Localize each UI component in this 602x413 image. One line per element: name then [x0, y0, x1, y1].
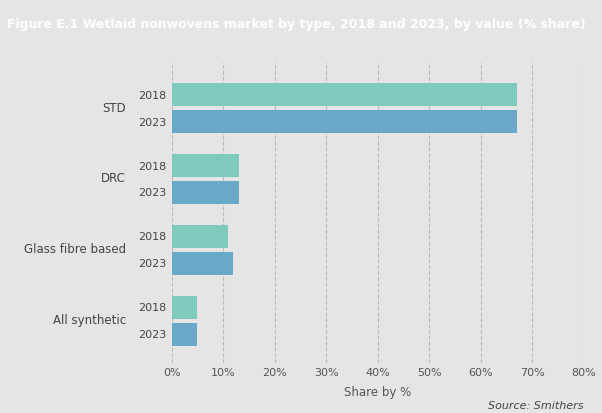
Text: All synthetic: All synthetic [53, 314, 126, 328]
Text: DRC: DRC [101, 173, 126, 185]
Bar [172, 252, 234, 275]
Text: Figure E.1 Wetlaid nonwovens market by type, 2018 and 2023, by value (% share): Figure E.1 Wetlaid nonwovens market by t… [7, 18, 586, 31]
Bar [172, 181, 238, 204]
Bar [172, 110, 517, 133]
Text: STD: STD [102, 102, 126, 114]
Text: Source: Smithers: Source: Smithers [488, 401, 584, 411]
Bar [172, 296, 197, 319]
Bar [172, 225, 228, 248]
Bar [172, 323, 197, 346]
Bar [172, 154, 238, 177]
X-axis label: Share by %: Share by % [344, 386, 411, 399]
Text: Glass fibre based: Glass fibre based [24, 243, 126, 256]
Bar [172, 83, 517, 106]
